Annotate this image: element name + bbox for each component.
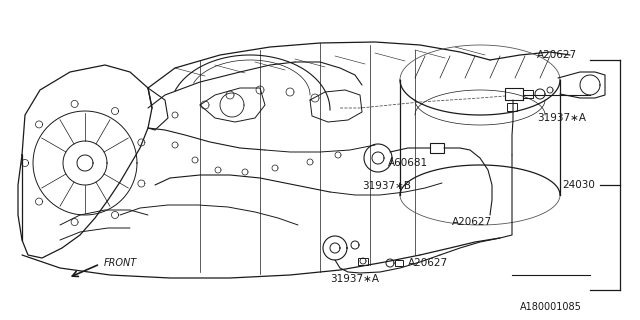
Bar	[523, 90, 533, 98]
Text: A20627: A20627	[537, 50, 577, 60]
Bar	[507, 103, 517, 111]
Bar	[430, 143, 444, 153]
Text: FRONT: FRONT	[104, 258, 137, 268]
Text: A20627: A20627	[408, 258, 448, 268]
Text: A20627: A20627	[452, 217, 492, 227]
Text: 31937∗B: 31937∗B	[362, 181, 411, 191]
Bar	[395, 260, 403, 266]
Text: A180001085: A180001085	[520, 302, 582, 312]
Bar	[358, 258, 368, 265]
Text: A60681: A60681	[388, 158, 428, 168]
Text: 24030: 24030	[562, 180, 595, 190]
Text: 31937∗A: 31937∗A	[537, 113, 586, 123]
Bar	[505, 88, 523, 100]
Text: 31937∗A: 31937∗A	[330, 274, 379, 284]
